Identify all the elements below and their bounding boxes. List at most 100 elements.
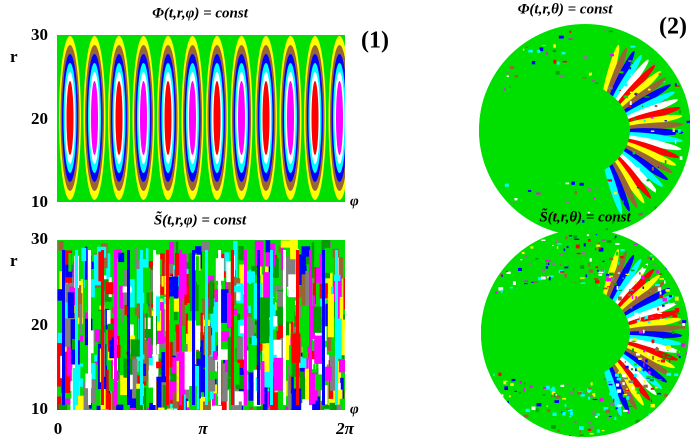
contour-band [238,245,244,261]
contour-band [639,317,641,321]
contour-band [501,394,504,398]
contour-band [672,95,676,99]
contour-band [598,271,604,274]
contour-band [621,138,679,158]
contour-band [273,310,282,325]
contour-band [579,274,581,278]
contour-band [96,405,101,410]
contour-band [604,47,628,104]
contour-band [609,392,613,396]
contour-band [119,286,124,309]
contour-band [590,382,593,386]
contour-band [623,132,683,143]
contour-band [634,363,638,366]
contour-band [552,412,557,416]
contour-band [129,407,139,410]
contour-band [309,250,312,405]
contour-band [599,398,604,402]
contour-band [681,320,687,324]
contour-band [285,389,289,410]
contour-band [656,270,659,274]
contour-band [678,129,681,133]
contour-band [562,411,566,416]
contour-band [166,408,173,410]
contour-band [562,422,565,425]
contour-band [128,374,133,389]
contour-band [659,291,662,295]
contour-band [107,323,116,331]
contour-band [171,357,177,374]
contour-band [523,387,525,392]
contour-band [564,404,567,408]
contour-band [614,65,656,110]
contour-band [610,153,645,204]
contour-band [289,394,294,409]
contour-band [141,387,147,410]
contour-band [514,390,518,392]
contour-band [512,281,516,286]
contour-band [655,386,658,389]
contour-band [581,77,587,79]
contour-band [546,405,548,407]
contour-band [626,388,628,392]
contour-band [140,409,143,410]
contour-band [601,268,605,272]
contour-band [551,386,555,390]
contour-band [561,52,566,55]
contour-band [245,271,255,283]
contour-band [106,282,114,295]
contour-band [627,394,631,397]
contour-band [651,63,657,65]
contour-band [579,434,584,436]
contour-band [130,339,141,357]
contour-band [528,262,532,265]
contour-band [608,30,613,33]
contour-band [298,286,304,298]
contour-band [598,247,601,250]
contour-band [508,395,511,398]
contour-band [647,367,650,369]
contour-band [619,374,624,379]
contour-band [338,359,345,373]
contour-band [674,373,679,377]
contour-band [623,122,684,131]
contour-band [546,250,549,255]
contour-band [536,403,542,407]
contour-band [305,408,315,410]
contour-band [270,250,273,405]
contour-band [620,248,625,252]
contour-band [620,140,677,166]
contour-band [609,194,612,197]
contour-band [527,189,532,193]
contour-band [560,264,562,266]
contour-band [588,395,594,398]
contour-band [628,293,632,297]
contour-band [618,345,672,376]
contour-band [226,390,229,410]
contour-band [626,396,630,400]
contour-band [652,355,655,360]
contour-band [606,275,609,279]
contour-band [311,242,315,279]
contour-band [553,59,557,64]
contour-band [577,391,583,395]
contour-band [158,259,163,275]
contour-band [140,250,143,405]
contour-band [638,272,641,275]
contour-band [298,356,307,368]
contour-band [550,394,553,398]
contour-band [647,353,650,356]
contour-band [603,378,607,381]
contour-band [153,286,161,322]
contour-band [642,368,645,372]
contour-band [642,329,645,334]
contour-band [630,306,633,309]
contour-band [333,301,337,328]
contour-band [227,336,234,378]
contour-band [208,327,216,360]
contour-band [627,410,630,414]
contour-band [234,285,244,293]
contour-band [569,391,574,395]
contour-band [624,361,627,363]
contour-band [642,358,645,361]
